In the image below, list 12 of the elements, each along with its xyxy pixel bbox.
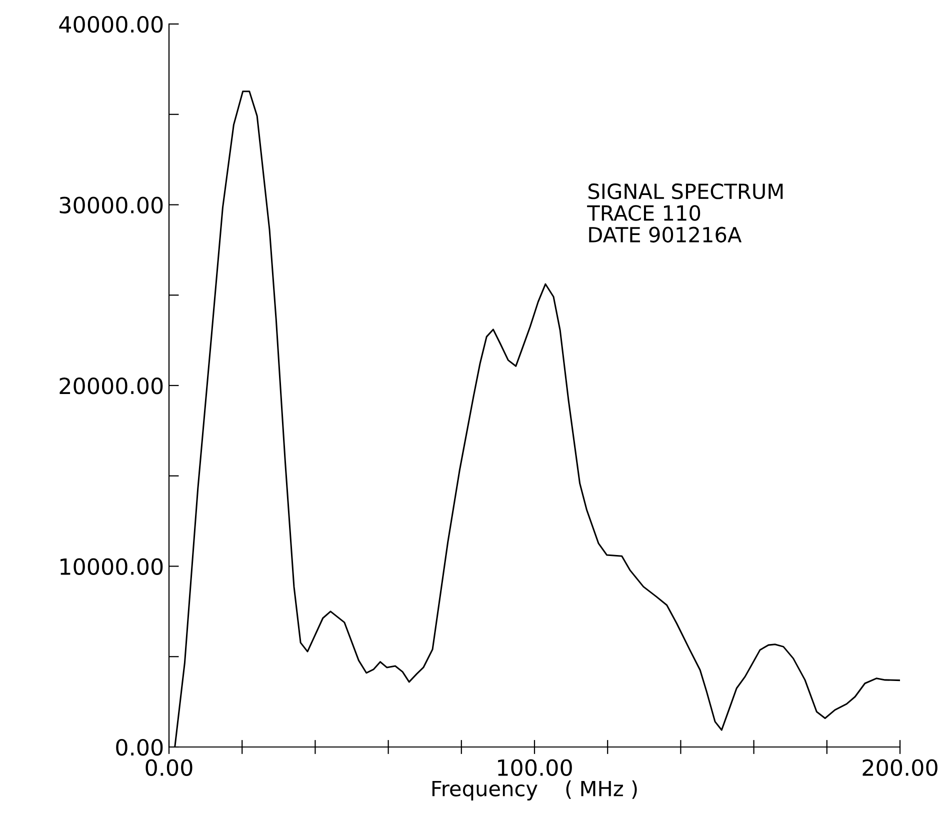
y-tick-label: 10000.00 <box>60 558 163 576</box>
y-tick-label: 40000.00 <box>59 16 163 33</box>
y-tick-label: 0.00 <box>116 738 163 756</box>
y-tick-label: 30000.00 <box>60 196 163 214</box>
x-tick-label: 200.00 <box>862 759 938 776</box>
y-tick-label: 20000.00 <box>60 377 163 394</box>
annotation: DATE 901216A <box>589 226 742 243</box>
annotation: SIGNAL SPECTRUM <box>588 183 783 200</box>
x-tick-label: 0.00 <box>146 759 192 776</box>
x-axis-title: Frequency ( MHz ) <box>432 780 637 800</box>
annotation: TRACE 110 <box>587 205 700 221</box>
x-tick-label: 100.00 <box>498 759 572 776</box>
